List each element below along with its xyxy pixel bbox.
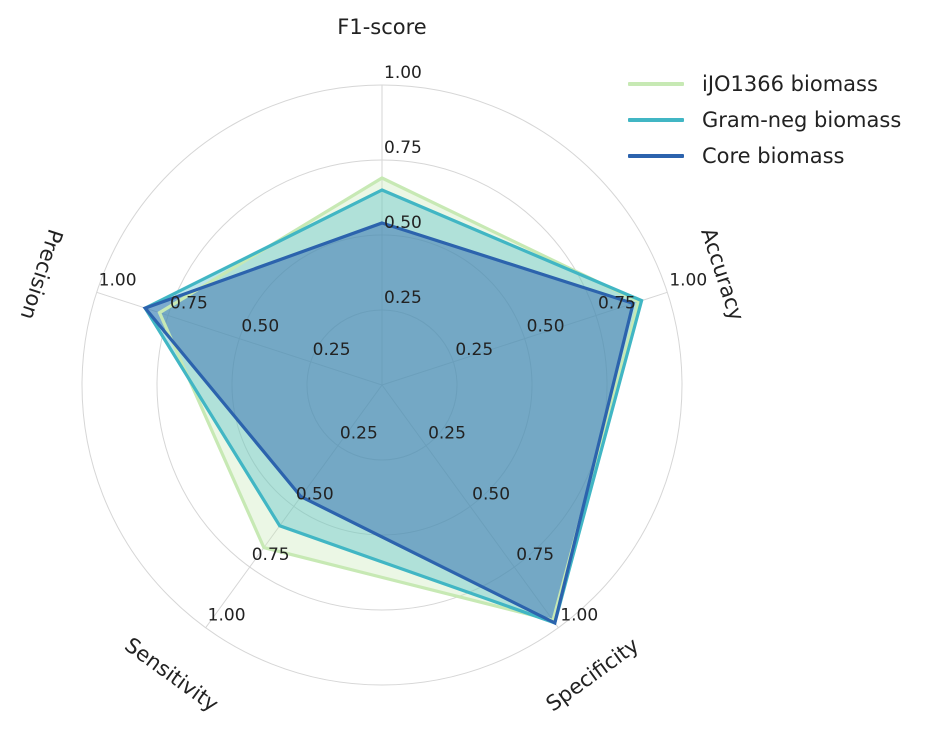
axis-label-precision: Precision [16,226,68,323]
series-line-core-biomass [142,221,636,626]
grid-spoke-specificity [381,384,559,628]
legend: iJO1366 biomass Gram-neg biomass Core bi… [628,66,901,174]
legend-label-gram-neg: Gram-neg biomass [702,108,902,132]
tick-label-precision-2: 0.50 [241,317,279,337]
legend-line-core [628,154,684,158]
grid-spoke-sensitivity [205,384,383,628]
tick-label-specificity-4: 1.00 [560,606,598,626]
legend-item-core: Core biomass [628,138,901,174]
tick-label-specificity-1: 0.25 [428,424,466,444]
legend-line-ijo1366 [628,82,684,86]
tick-label-precision-4: 1.00 [99,270,137,290]
axis-label-f1-score: F1-score [337,15,426,39]
grid-spoke-accuracy [381,291,668,386]
series-fill-gram-neg-biomass [145,190,642,623]
tick-label-specificity-3: 0.75 [516,545,554,565]
series-line-gram-neg-biomass [142,188,644,625]
tick-label-sensitivity-2: 0.50 [296,484,334,504]
tick-label-accuracy-4: 1.00 [669,270,707,290]
legend-label-core: Core biomass [702,144,845,168]
legend-item-ijo1366: iJO1366 biomass [628,66,901,102]
tick-label-f1-score-3: 0.75 [384,138,422,158]
tick-label-precision-3: 0.75 [170,293,208,313]
tick-label-f1-score-4: 1.00 [384,63,422,83]
tick-label-sensitivity-4: 1.00 [208,606,246,626]
tick-label-accuracy-1: 0.25 [455,340,493,360]
legend-item-gram-neg: Gram-neg biomass [628,102,901,138]
legend-line-gram-neg [628,118,684,122]
series-fill-core-biomass [145,223,634,623]
tick-label-sensitivity-3: 0.75 [252,545,290,565]
legend-label-ijo1366: iJO1366 biomass [702,72,878,96]
tick-label-f1-score-2: 0.50 [384,213,422,233]
tick-label-accuracy-2: 0.50 [527,317,565,337]
tick-label-specificity-2: 0.50 [472,484,510,504]
radar-series [142,176,644,626]
tick-label-f1-score-1: 0.25 [384,288,422,308]
radial-tick-labels: 0.25 0.50 0.75 1.00 0.25 0.50 0.75 1.00 0.25 0.50… [99,63,707,626]
series-fill-ijo1366-biomass [159,178,639,621]
tick-label-sensitivity-1: 0.25 [340,424,378,444]
tick-label-precision-1: 0.25 [313,340,351,360]
axis-label-sensitivity: Sensitivity [120,633,223,717]
tick-label-accuracy-3: 0.75 [598,293,636,313]
axis-label-specificity: Specificity [542,633,644,716]
